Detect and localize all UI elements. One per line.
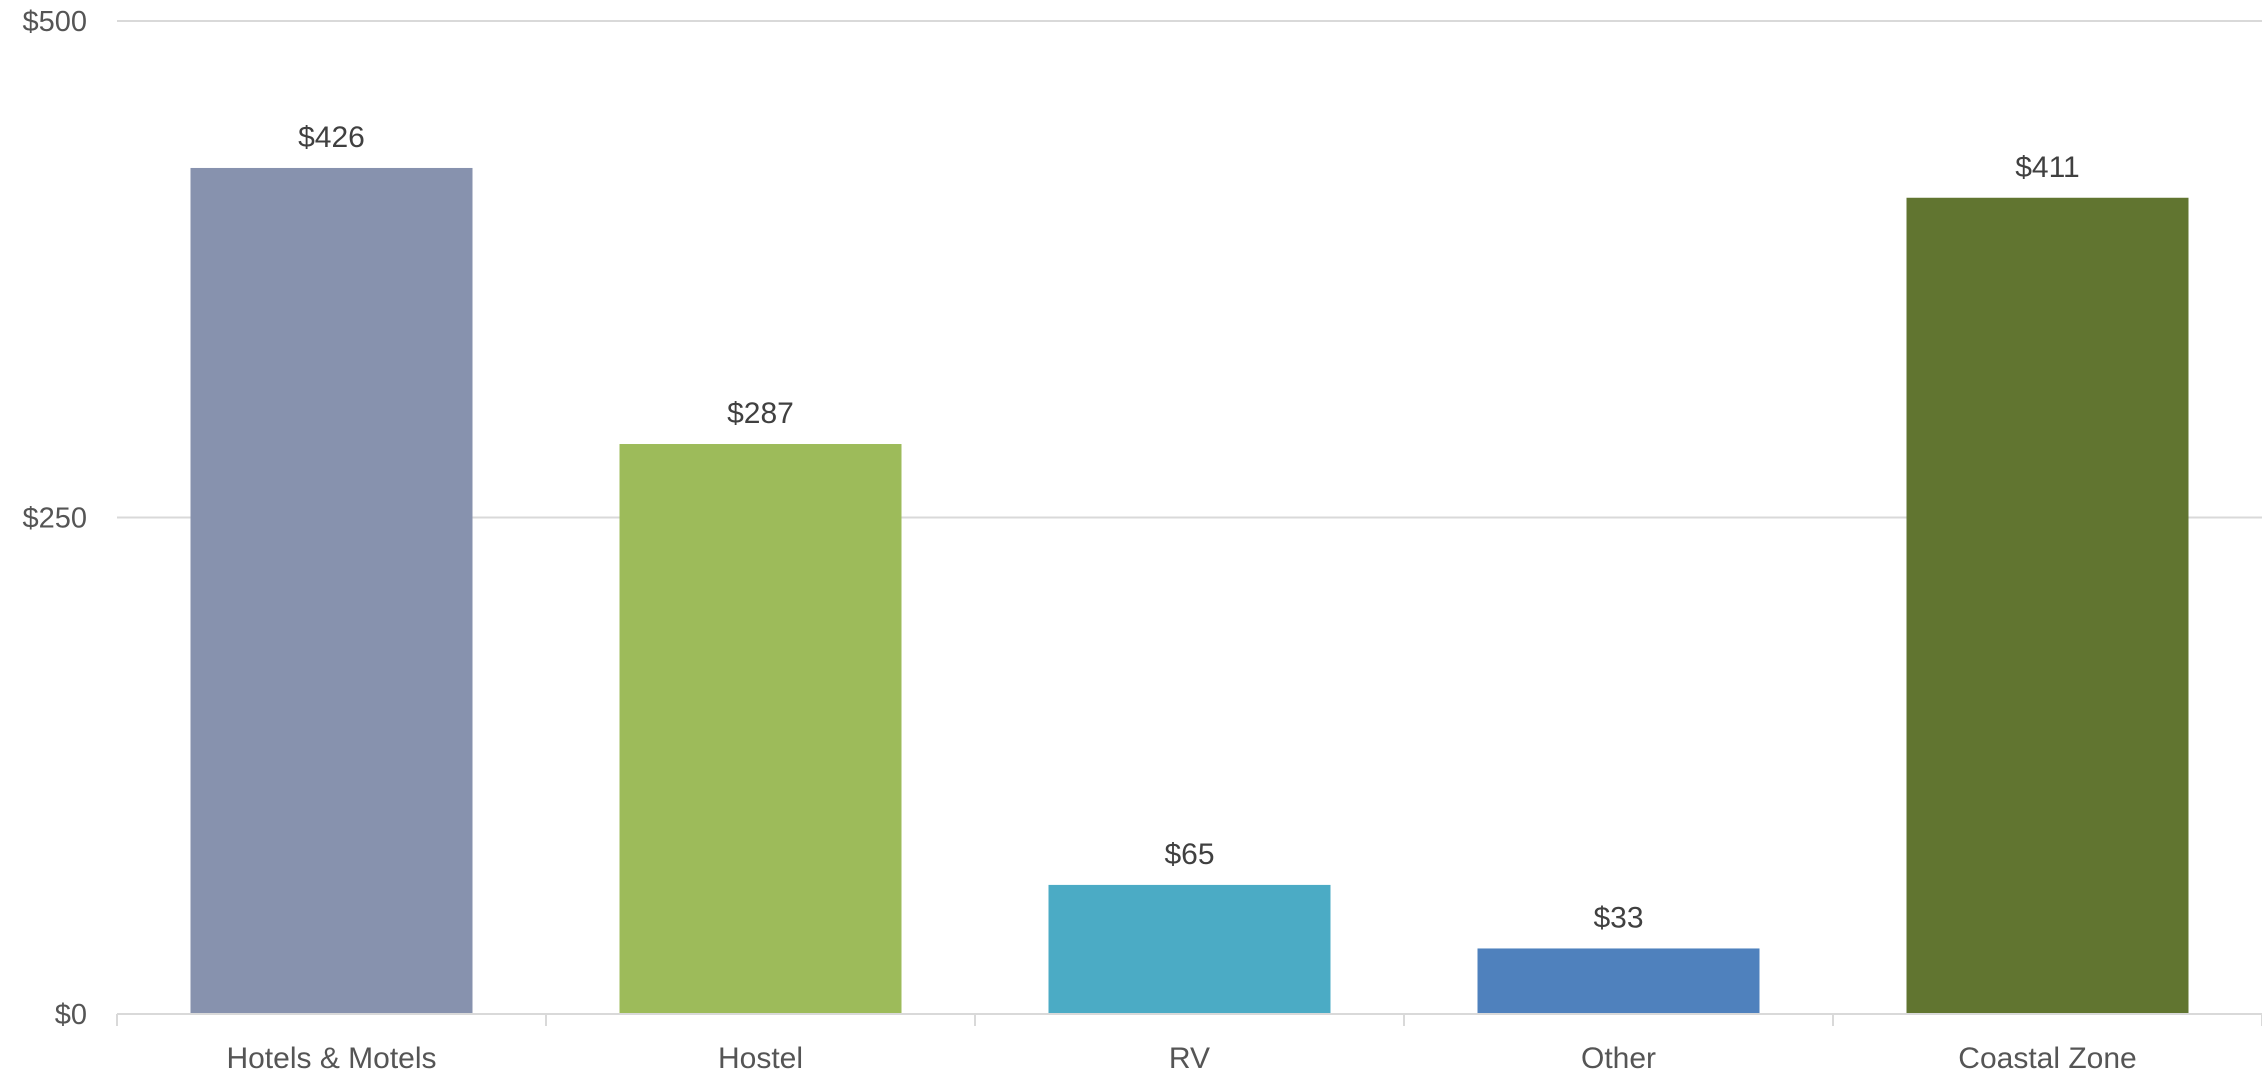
data-label: $287 bbox=[727, 397, 794, 430]
y-tick-label: $0 bbox=[55, 999, 87, 1031]
x-tick-label: Other bbox=[1581, 1042, 1656, 1074]
bar bbox=[1477, 948, 1760, 1014]
bar bbox=[190, 167, 473, 1015]
data-label: $411 bbox=[2015, 151, 2080, 184]
x-axis bbox=[116, 1013, 2262, 1026]
x-tick-label: Hostel bbox=[718, 1042, 803, 1074]
bars bbox=[190, 167, 2189, 1015]
data-label: $33 bbox=[1593, 901, 1643, 934]
data-label: $426 bbox=[298, 121, 365, 154]
x-tick-label: RV bbox=[1169, 1042, 1210, 1074]
y-axis-tick-labels: $0 $250 $500 bbox=[22, 6, 87, 1031]
bar bbox=[1906, 197, 2189, 1014]
gridlines bbox=[117, 20, 2262, 519]
x-tick-label: Hotels & Motels bbox=[226, 1042, 436, 1074]
y-tick-label: $250 bbox=[22, 503, 87, 535]
x-axis-tick-labels: Hotels & Motels Hostel RV Other Coastal Zone bbox=[226, 1042, 2136, 1074]
y-tick-label: $500 bbox=[22, 6, 87, 38]
data-labels: $426 $287 $65 $33 $411 bbox=[298, 121, 2080, 934]
x-tick-label: Coastal Zone bbox=[1958, 1042, 2136, 1074]
data-label: $65 bbox=[1164, 838, 1214, 871]
bar bbox=[619, 444, 902, 1014]
bar bbox=[1048, 884, 1331, 1014]
